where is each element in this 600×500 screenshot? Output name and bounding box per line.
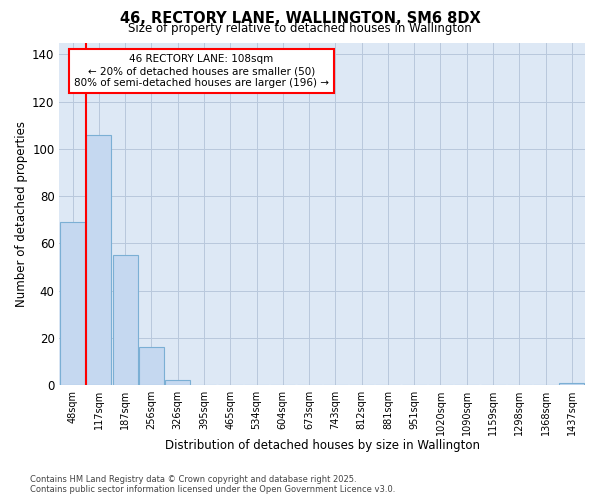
X-axis label: Distribution of detached houses by size in Wallington: Distribution of detached houses by size … (165, 440, 480, 452)
Y-axis label: Number of detached properties: Number of detached properties (15, 121, 28, 307)
Text: 46 RECTORY LANE: 108sqm
← 20% of detached houses are smaller (50)
80% of semi-de: 46 RECTORY LANE: 108sqm ← 20% of detache… (74, 54, 329, 88)
Text: Size of property relative to detached houses in Wallington: Size of property relative to detached ho… (128, 22, 472, 35)
Bar (559, 382, 584, 385)
Bar (113, 255, 137, 385)
Bar (60, 222, 85, 385)
Text: Contains HM Land Registry data © Crown copyright and database right 2025.
Contai: Contains HM Land Registry data © Crown c… (30, 474, 395, 494)
Text: 46, RECTORY LANE, WALLINGTON, SM6 8DX: 46, RECTORY LANE, WALLINGTON, SM6 8DX (119, 11, 481, 26)
Bar (139, 348, 164, 385)
Bar (165, 380, 190, 385)
Bar (86, 134, 112, 385)
